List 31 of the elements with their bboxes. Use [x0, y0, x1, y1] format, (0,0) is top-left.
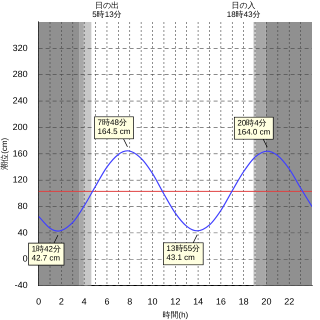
y-tick-label: 240 [12, 96, 28, 106]
annotation: 20時4分 164.0 cm [237, 118, 271, 136]
x-tick-label: 4 [82, 296, 87, 306]
x-tick-label: 8 [127, 296, 132, 306]
y-tick-label: 160 [12, 148, 28, 158]
y-tick-label: 200 [12, 122, 28, 132]
x-tick-label: 14 [193, 296, 204, 306]
y-tick-label: 280 [12, 69, 28, 80]
line-series [38, 150, 312, 232]
x-tick-label: 20 [261, 296, 272, 306]
x-tick-label: 18 [238, 296, 249, 306]
text: 日の入 18時43分 [226, 1, 261, 19]
x-tick-label: 22 [284, 296, 294, 306]
text: 日の出 5時13分 [92, 1, 122, 19]
y-tick-label: 320 [12, 42, 28, 53]
annotation: 13時55分 43.1 cm [166, 244, 200, 262]
x-tick-label: 10 [148, 296, 158, 306]
y-tick-label: 40 [18, 227, 28, 238]
x-axis-title: 時間(h) [162, 310, 189, 320]
y-tick-label: 80 [18, 201, 28, 212]
x-tick-label: 16 [216, 296, 226, 306]
annotation: 1時42分 42.7 cm [32, 244, 61, 262]
y-tick-label: 120 [12, 174, 28, 185]
annotation: 7時48分 164.5 cm [98, 118, 131, 136]
x-tick-label: 2 [58, 296, 64, 306]
x-tick-label: 12 [170, 296, 180, 306]
x-tick-label: 6 [104, 296, 110, 306]
x-tick-label: 0 [36, 296, 42, 306]
y-tick-label: 0 [22, 254, 28, 264]
y-tick-label: -40 [14, 280, 28, 290]
y-axis-title: 潮位(cm) [0, 137, 10, 170]
